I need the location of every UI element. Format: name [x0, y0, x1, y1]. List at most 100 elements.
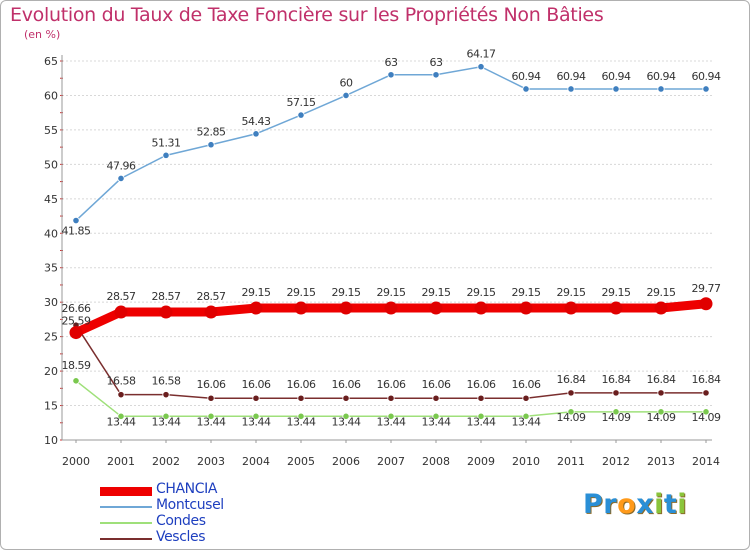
data-label-condes: 13.44 [332, 415, 361, 428]
data-label-vescles: 16.06 [467, 378, 496, 391]
data-label-montcusel: 64.17 [467, 48, 496, 61]
data-label-chancia: 29.15 [287, 286, 316, 299]
legend-swatch [100, 506, 152, 508]
data-label-condes: 18.59 [62, 359, 91, 372]
legend-label: Condes [156, 513, 206, 529]
data-point-vescles [387, 394, 395, 402]
data-point-condes [117, 412, 125, 420]
data-label-vescles: 16.06 [242, 378, 271, 391]
x-tick-label: 2008 [422, 455, 450, 468]
legend-swatch [100, 522, 152, 524]
axes: 10 15 20 25 30 35 40 45 50 55 60 65 2000 2001 2002 2003… [44, 55, 720, 468]
data-point-condes [567, 408, 575, 416]
data-label-condes: 14.09 [557, 411, 586, 424]
y-tick-label: 65 [44, 55, 58, 68]
x-tick-label: 2002 [152, 455, 180, 468]
data-point-condes [207, 412, 215, 420]
x-tick-label: 2004 [242, 455, 270, 468]
y-tick-label: 10 [44, 434, 58, 447]
data-label-condes: 13.44 [512, 415, 541, 428]
data-label-vescles: 16.58 [107, 375, 136, 388]
data-point-vescles [252, 394, 260, 402]
data-point-vescles [207, 394, 215, 402]
data-point-chancia [249, 301, 263, 315]
y-tick-label: 20 [44, 365, 58, 378]
data-label-chancia: 28.57 [152, 290, 181, 303]
data-label-condes: 13.44 [107, 415, 136, 428]
data-point-condes [297, 412, 305, 420]
data-point-condes [612, 408, 620, 416]
data-label-chancia: 29.15 [512, 286, 541, 299]
data-point-condes [387, 412, 395, 420]
logo-letter: x [636, 489, 655, 520]
y-tick-label: 45 [44, 193, 58, 206]
data-point-chancia [69, 326, 83, 340]
data-label-vescles: 16.06 [512, 378, 541, 391]
series-layer [69, 63, 713, 420]
data-point-vescles [162, 391, 170, 399]
data-label-condes: 13.44 [152, 415, 181, 428]
x-tick-label: 2007 [377, 455, 405, 468]
data-label-montcusel: 60 [340, 76, 353, 89]
data-point-chancia [564, 301, 578, 315]
x-tick-label: 2005 [287, 455, 315, 468]
data-point-montcusel [387, 71, 395, 79]
grid [62, 60, 712, 441]
data-point-chancia [519, 301, 533, 315]
y-axis-unit-label: (en %) [24, 28, 61, 41]
y-tick-label: 30 [44, 296, 58, 309]
data-point-chancia [429, 301, 443, 315]
series-chancia [69, 297, 713, 340]
data-label-vescles: 16.06 [377, 378, 406, 391]
x-tick-label: 2006 [332, 455, 360, 468]
data-point-montcusel [72, 216, 80, 225]
data-point-montcusel [252, 130, 260, 138]
y-tick-label: 60 [44, 89, 58, 102]
data-point-vescles [657, 389, 665, 397]
logo-letter: t [663, 489, 678, 520]
data-label-vescles: 26.66 [62, 302, 91, 315]
data-point-montcusel [477, 63, 485, 71]
data-label-chancia: 29.15 [377, 286, 406, 299]
data-point-condes [702, 408, 710, 416]
x-tick-label: 2014 [692, 455, 720, 468]
y-tick-label: 25 [44, 331, 58, 344]
data-point-montcusel [432, 71, 440, 79]
data-label-chancia: 29.77 [692, 282, 721, 295]
data-point-chancia [294, 301, 308, 315]
data-label-montcusel: 54.43 [242, 115, 271, 128]
series-condes [72, 377, 710, 420]
data-point-montcusel [567, 85, 575, 93]
data-point-vescles [342, 394, 350, 402]
data-point-condes [657, 408, 665, 416]
y-tick-label: 55 [44, 124, 58, 137]
data-label-condes: 14.09 [692, 411, 721, 424]
data-point-chancia [474, 301, 488, 315]
data-point-chancia [339, 301, 353, 315]
data-label-condes: 13.44 [287, 415, 316, 428]
x-tick-label: 2009 [467, 455, 495, 468]
data-label-chancia: 29.15 [647, 286, 676, 299]
data-point-condes [477, 412, 485, 420]
logo-letter: i [654, 489, 664, 520]
data-label-chancia: 29.15 [332, 286, 361, 299]
data-point-condes [252, 412, 260, 420]
x-tick-label: 2003 [197, 455, 225, 468]
data-point-vescles [477, 394, 485, 402]
data-label-montcusel: 63 [430, 56, 443, 69]
x-tick-label: 2001 [107, 455, 135, 468]
data-point-chancia [609, 301, 623, 315]
data-label-montcusel: 57.15 [287, 96, 316, 109]
x-tick-label: 2013 [647, 455, 675, 468]
data-point-vescles [522, 394, 530, 402]
data-label-montcusel: 51.31 [152, 136, 181, 149]
data-label-condes: 13.44 [467, 415, 496, 428]
data-label-vescles: 16.84 [557, 373, 586, 386]
data-point-condes [432, 412, 440, 420]
data-point-chancia [384, 301, 398, 315]
legend-label: Montcusel [156, 497, 224, 513]
data-label-chancia: 29.15 [242, 286, 271, 299]
data-point-chancia [114, 305, 128, 319]
data-label-chancia: 29.15 [467, 286, 496, 299]
